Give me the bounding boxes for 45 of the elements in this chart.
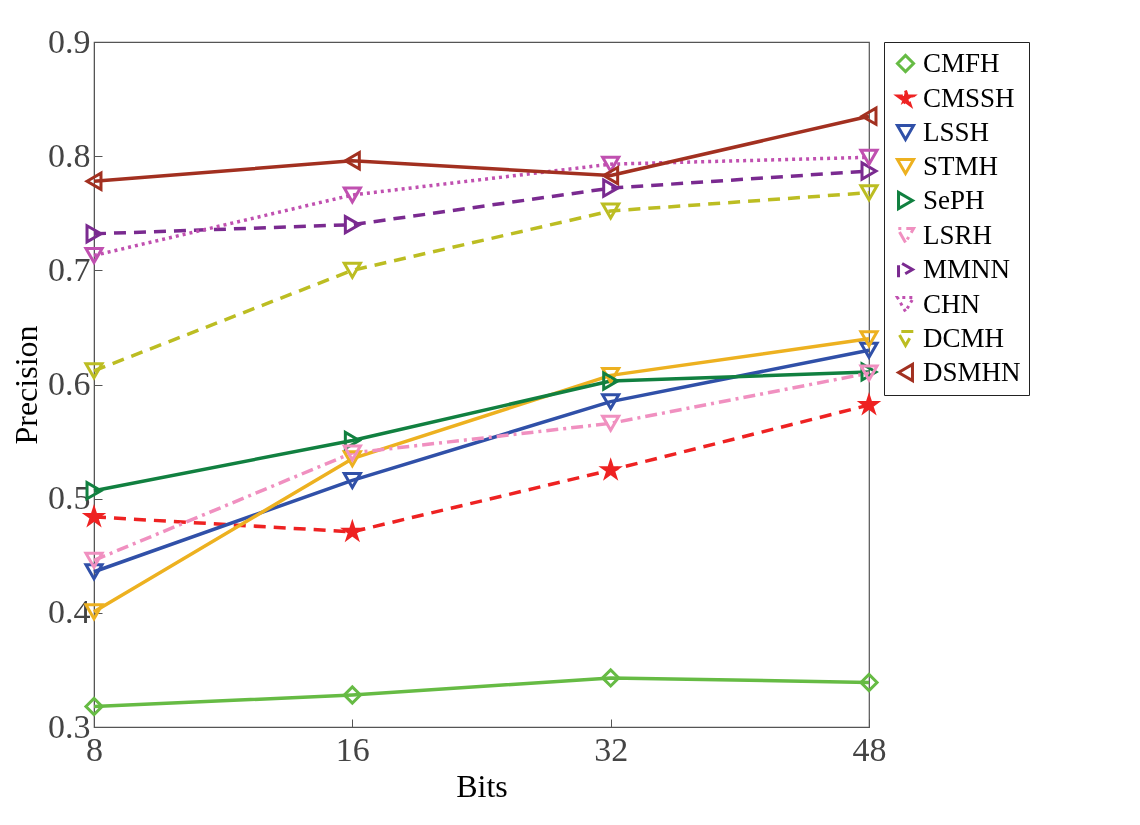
- point: [601, 393, 621, 411]
- point: [84, 696, 104, 717]
- x-axis-title: Bits: [456, 767, 508, 804]
- point: [601, 668, 621, 688]
- legend-label: STMH: [923, 150, 999, 181]
- legend-label: DCMH: [923, 322, 1005, 353]
- legend-label: LSRH: [923, 219, 993, 250]
- legend-label: DSMHN: [923, 356, 1021, 387]
- point: [343, 215, 361, 235]
- point: [860, 106, 878, 126]
- legend-label: CHN: [923, 288, 981, 319]
- point: [342, 444, 362, 462]
- x-tick-label: 48: [852, 730, 887, 768]
- y-tick-label: 0.7: [48, 250, 91, 288]
- point: [602, 178, 620, 198]
- legend-label: SePH: [923, 184, 985, 215]
- y-tick-label: 0.6: [48, 365, 91, 402]
- point: [343, 151, 361, 171]
- x-tick-label: 32: [594, 730, 629, 768]
- point: [602, 371, 620, 391]
- legend-label: CMSSH: [923, 82, 1015, 113]
- y-axis-title: Precision: [8, 325, 44, 445]
- point: [601, 414, 621, 432]
- point: [602, 166, 620, 186]
- point: [85, 171, 103, 191]
- legend-label: CMFH: [923, 47, 1000, 78]
- y-tick-label: 0.9: [48, 22, 91, 60]
- point: [342, 186, 362, 204]
- legend-label: LSSH: [923, 116, 990, 147]
- point: [85, 224, 103, 244]
- point: [859, 148, 879, 166]
- point: [601, 202, 621, 220]
- point: [84, 551, 104, 569]
- x-tick-label: 16: [335, 730, 370, 768]
- y-tick-label: 0.4: [48, 593, 91, 631]
- point: [342, 471, 362, 489]
- legend-label: MMNN: [923, 253, 1011, 284]
- point: [859, 184, 879, 202]
- y-tick-label: 0.5: [48, 479, 91, 517]
- point: [859, 672, 879, 693]
- point: [859, 330, 879, 348]
- point: [342, 261, 362, 279]
- point: [342, 685, 362, 705]
- point: [860, 161, 878, 181]
- y-tick-label: 0.8: [48, 136, 91, 174]
